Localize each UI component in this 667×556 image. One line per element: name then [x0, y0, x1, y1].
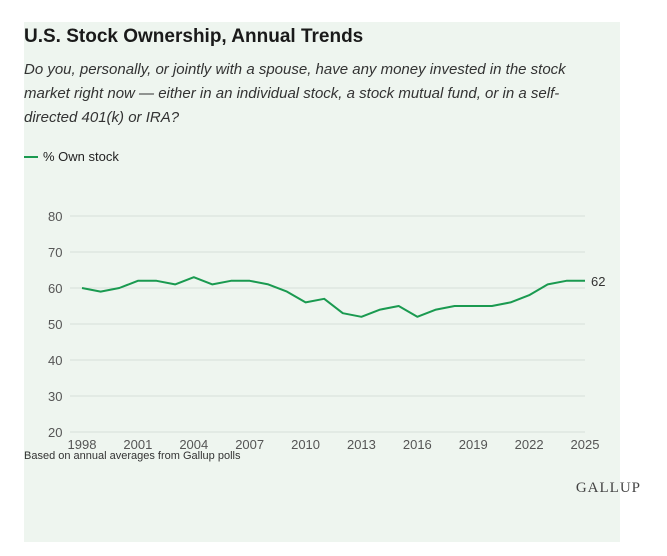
y-tick-label: 50 [48, 317, 62, 332]
footnote: Based on annual averages from Gallup pol… [24, 450, 241, 462]
gallup-logo: GALLUP [575, 480, 641, 496]
x-tick-label: 2001 [123, 437, 152, 452]
x-tick-label: 2010 [291, 437, 320, 452]
legend: % Own stock [24, 149, 119, 164]
x-tick-label: 2025 [571, 437, 600, 452]
legend-label: % Own stock [43, 149, 119, 164]
x-tick-label: 2019 [459, 437, 488, 452]
chart-subtitle: Do you, personally, or jointly with a sp… [24, 61, 566, 126]
chart-title: U.S. Stock Ownership, Annual Trends [24, 26, 364, 47]
y-tick-label: 60 [48, 281, 62, 296]
y-tick-label: 20 [48, 425, 62, 440]
x-tick-label: 2004 [179, 437, 208, 452]
y-tick-label: 30 [48, 389, 62, 404]
end-value-label: 62 [591, 274, 605, 289]
legend-swatch [24, 155, 38, 158]
y-tick-label: 40 [48, 353, 62, 368]
series-line [81, 276, 585, 318]
x-tick-label: 2007 [235, 437, 264, 452]
x-tick-label: 2016 [403, 437, 432, 452]
x-tick-label: 1998 [68, 437, 97, 452]
y-tick-label: 80 [48, 209, 62, 224]
chart-card [24, 22, 620, 542]
x-tick-label: 2013 [347, 437, 376, 452]
y-tick-label: 70 [48, 245, 62, 260]
x-tick-label: 2022 [515, 437, 544, 452]
